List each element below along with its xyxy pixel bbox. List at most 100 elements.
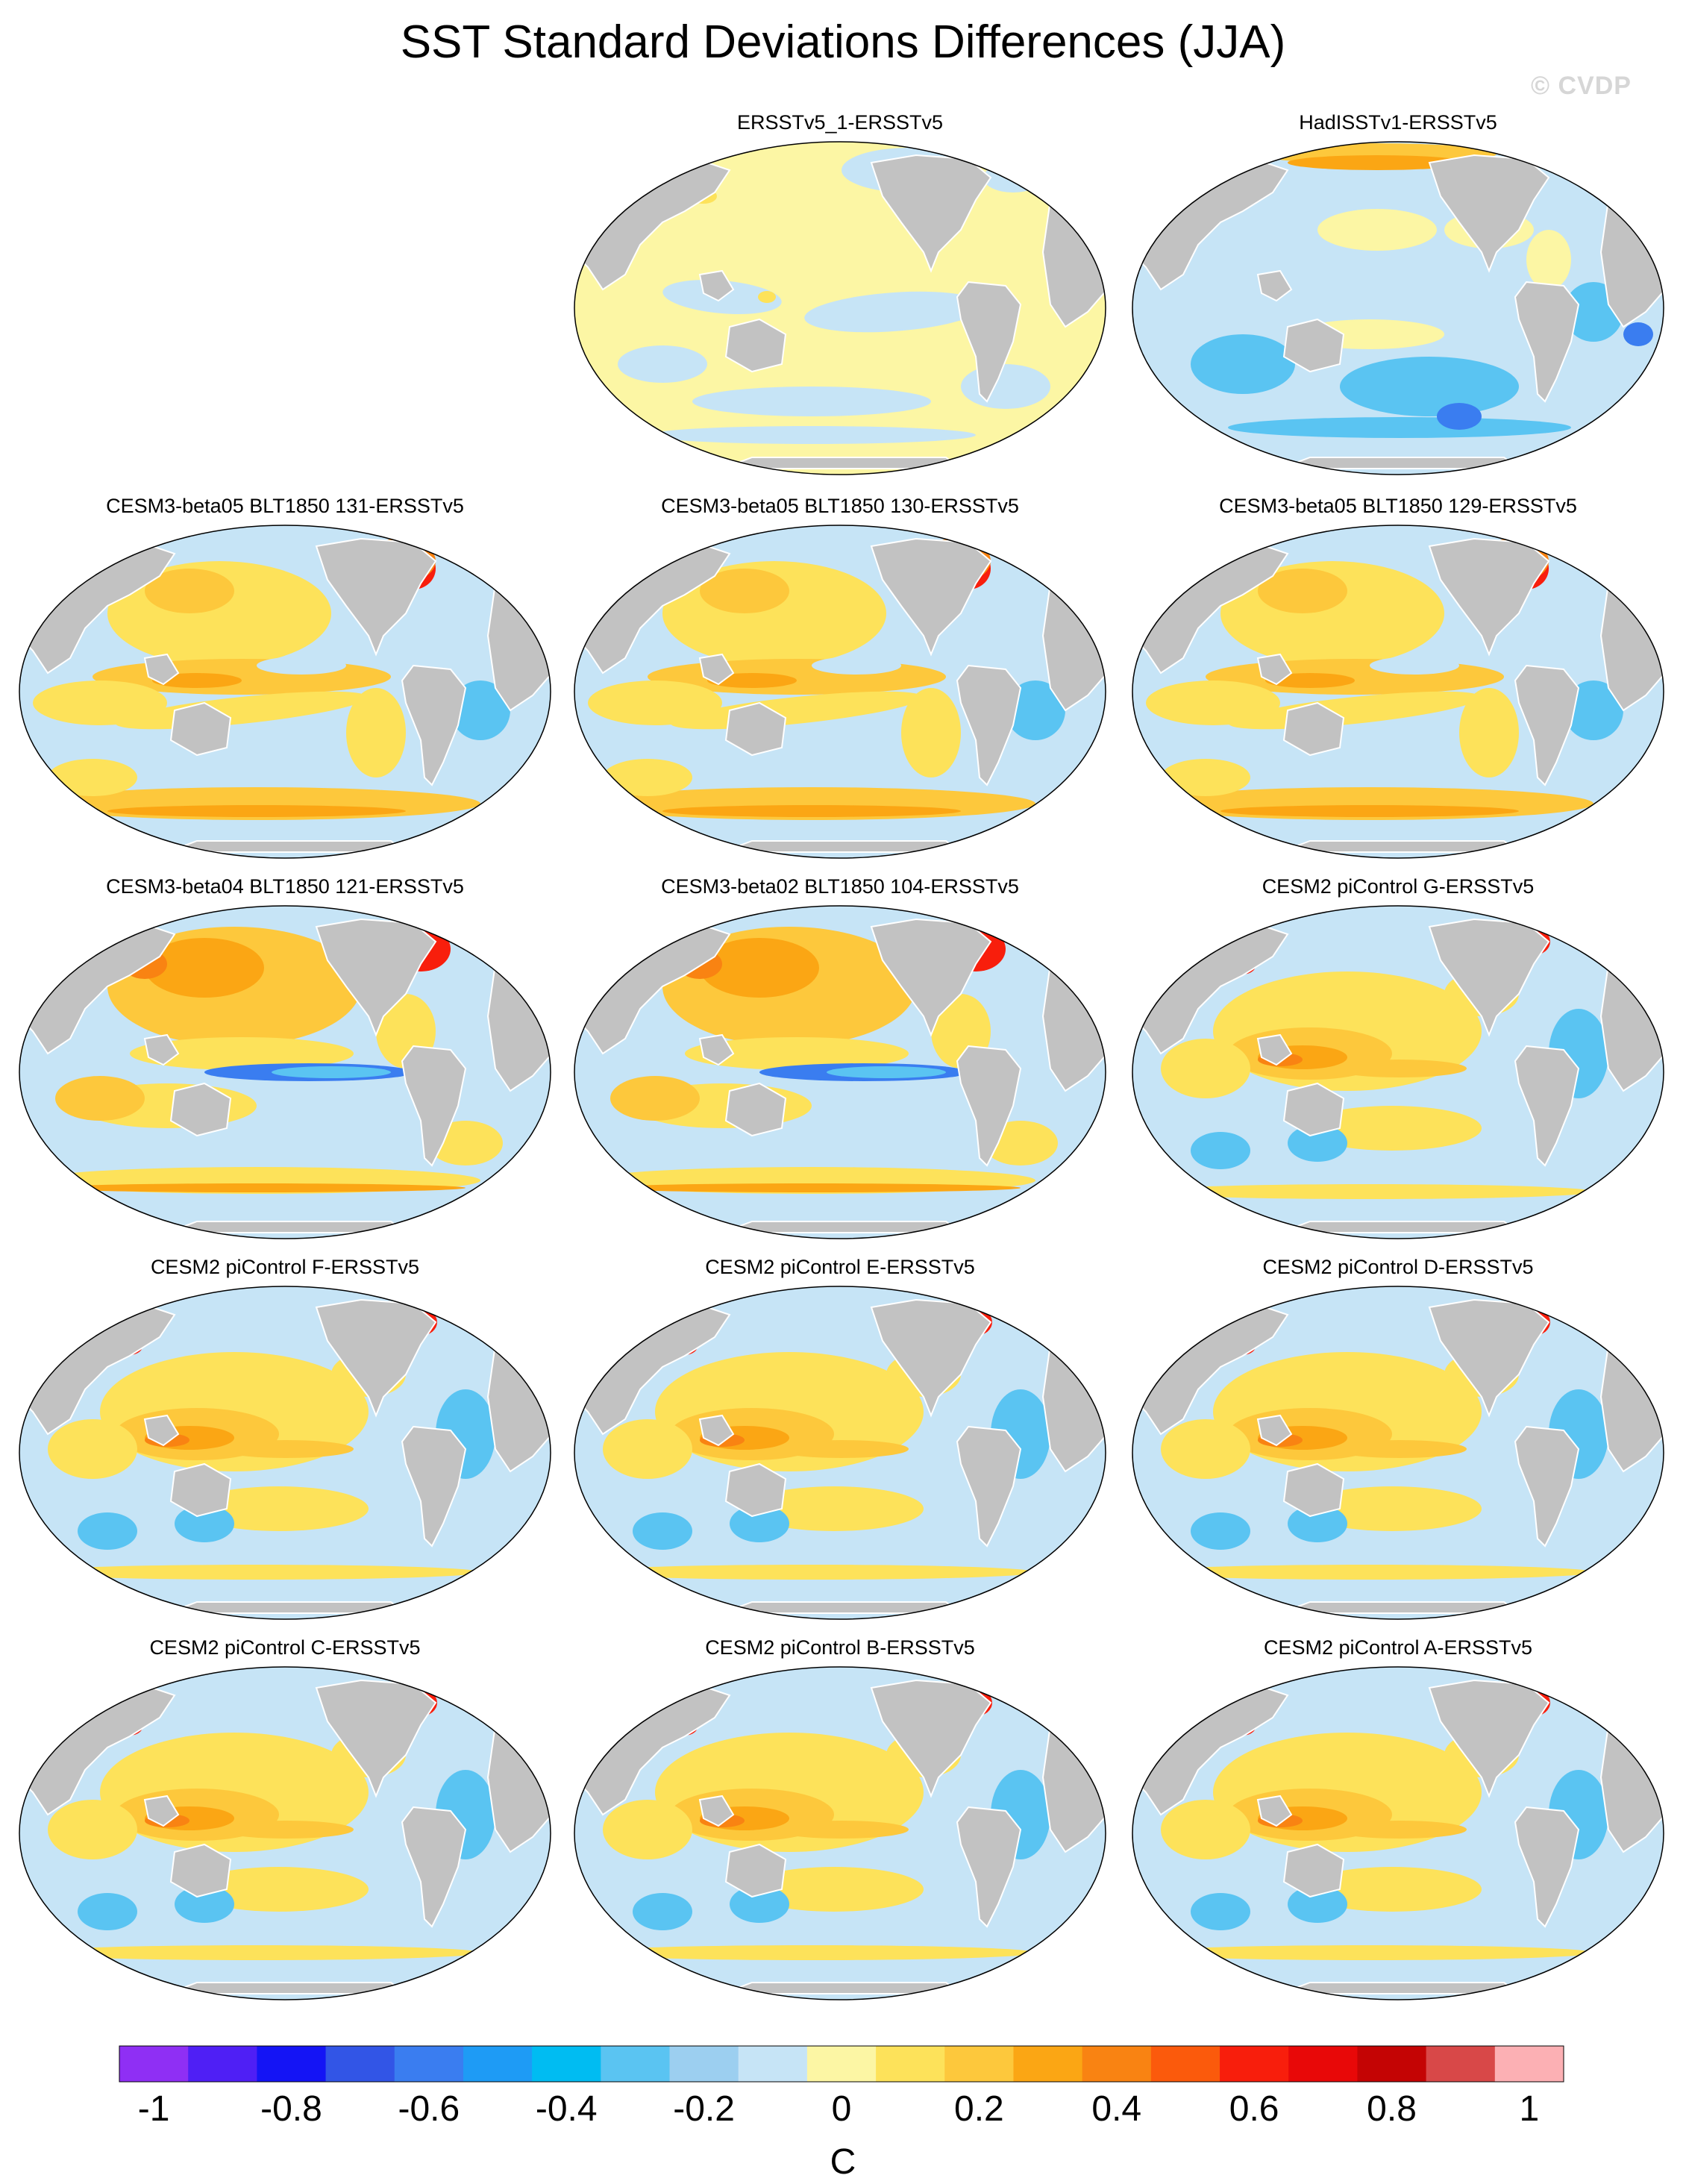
sst-anomaly-region xyxy=(145,938,264,998)
map-border xyxy=(1132,525,1664,859)
sst-anomaly-region xyxy=(189,1867,369,1912)
colorbar-units-label: C xyxy=(830,2142,856,2182)
colorbar-swatch xyxy=(1150,2046,1220,2082)
sst-anomaly-region xyxy=(1161,1419,1250,1479)
sst-anomaly-region xyxy=(692,387,931,416)
sst-anomaly-region xyxy=(603,1419,692,1479)
sst-anomaly-region xyxy=(648,426,976,444)
panel-title: CESM2 piControl D-ERSSTv5 xyxy=(1262,1256,1534,1278)
colorbar: -1 -0.8 -0.6 -0.4 -0.2 0 0.2 0.4 0.6 0.8 1 xyxy=(119,2045,1564,2129)
sst-anomaly-region xyxy=(1288,1505,1347,1542)
sst-anomaly-region xyxy=(603,759,692,796)
sst-anomaly-region xyxy=(48,1800,137,1859)
map-panel: CESM2 piControl E-ERSSTv5 xyxy=(564,1255,1116,1628)
land-mass xyxy=(956,1806,1022,1928)
land-mass xyxy=(401,664,467,786)
sst-anomaly-region xyxy=(219,1440,354,1458)
panel-title: CESM2 piControl E-ERSSTv5 xyxy=(705,1256,975,1278)
land-mass xyxy=(1279,1982,1521,1994)
sst-anomaly-region xyxy=(1191,1512,1250,1550)
map-panel: HadISSTv1-ERSSTv5 xyxy=(1122,110,1674,484)
sst-anomaly-region xyxy=(1332,1440,1467,1458)
sst-anomaly-region xyxy=(175,1886,234,1923)
land-mass xyxy=(166,1601,408,1614)
sst-anomaly-region xyxy=(700,938,819,998)
sst-anomaly-region xyxy=(1623,322,1653,346)
colorbar-swatch xyxy=(944,2046,1014,2082)
panel-title: CESM2 piControl G-ERSSTv5 xyxy=(1262,875,1535,898)
sst-anomaly-region xyxy=(1437,403,1482,430)
sst-anomaly-region xyxy=(1191,334,1295,394)
sst-anomaly-region xyxy=(55,1076,145,1121)
land-mass xyxy=(698,269,735,302)
map-panel: CESM3-beta04 BLT1850 121-ERSSTv5 xyxy=(9,874,561,1248)
sst-anomaly-region xyxy=(827,1066,946,1078)
world-map xyxy=(1132,1666,1664,2000)
sst-anomaly-region xyxy=(774,1440,909,1458)
land-mass xyxy=(698,1795,735,1827)
colorbar-swatch xyxy=(463,2046,533,2082)
colorbar-swatch xyxy=(806,2046,877,2082)
map-border xyxy=(574,141,1106,475)
sst-anomaly-region xyxy=(1288,1886,1347,1923)
sst-anomaly-region xyxy=(145,569,234,613)
sst-anomaly-region xyxy=(588,1565,1035,1580)
colorbar-swatch xyxy=(325,2046,395,2082)
colorbar-tick-label: 0.6 xyxy=(1229,2089,1279,2129)
sst-anomaly-region xyxy=(1006,680,1065,740)
land-mass xyxy=(143,1033,180,1066)
sst-anomaly-region xyxy=(633,1893,692,1930)
colorbar-tick-label: -0.4 xyxy=(536,2089,598,2129)
map-panel: CESM2 piControl D-ERSSTv5 xyxy=(1122,1255,1674,1628)
sst-anomaly-region xyxy=(1146,1184,1593,1199)
map-panel: CESM3-beta05 BLT1850 131-ERSSTv5 xyxy=(9,494,561,867)
colorbar-swatch xyxy=(1220,2046,1289,2082)
land-mass xyxy=(401,1045,467,1167)
map-border xyxy=(19,1286,551,1620)
sst-anomaly-region xyxy=(812,657,901,675)
colorbar-tick-label: -1 xyxy=(138,2089,170,2129)
sst-anomaly-region xyxy=(1228,417,1571,438)
colorbar-swatch xyxy=(669,2046,739,2082)
land-mass xyxy=(166,1982,408,1994)
sst-anomaly-region xyxy=(745,1867,924,1912)
land-mass xyxy=(401,1425,467,1548)
sst-anomaly-region xyxy=(1191,1132,1250,1169)
colorbar-swatch xyxy=(532,2046,601,2082)
colorbar-swatch xyxy=(1082,2046,1152,2082)
land-mass xyxy=(1256,1033,1293,1066)
colorbar-swatch xyxy=(257,2046,327,2082)
sst-anomaly-region xyxy=(685,1037,909,1070)
sst-anomaly-region xyxy=(451,680,510,740)
sst-anomaly-region xyxy=(1288,155,1467,170)
land-mass xyxy=(724,701,787,757)
sst-anomaly-region xyxy=(1370,657,1459,675)
map-border xyxy=(574,1666,1106,2000)
land-mass xyxy=(698,1414,735,1447)
sst-anomaly-region xyxy=(1564,680,1623,740)
land-mass xyxy=(1256,1795,1293,1827)
colorbar-tick-label: -0.6 xyxy=(398,2089,460,2129)
land-mass xyxy=(1256,269,1293,302)
land-mass xyxy=(1282,1462,1345,1518)
land-mass xyxy=(1282,318,1345,373)
sst-anomaly-region xyxy=(1303,1106,1482,1151)
colorbar-swatch xyxy=(876,2046,945,2082)
colorbar-tick-label: 0.2 xyxy=(954,2089,1004,2129)
world-map xyxy=(574,141,1106,475)
world-map xyxy=(1132,525,1664,859)
sst-anomaly-region xyxy=(1288,1124,1347,1162)
sst-anomaly-region xyxy=(1161,1039,1250,1098)
map-border xyxy=(574,905,1106,1239)
land-mass xyxy=(143,653,180,686)
sst-anomaly-region xyxy=(1526,230,1571,290)
map-border xyxy=(574,1286,1106,1620)
land-mass xyxy=(721,457,963,469)
panel-title: CESM3-beta05 BLT1850 129-ERSSTv5 xyxy=(1219,495,1577,517)
sst-anomaly-region xyxy=(804,291,983,333)
land-mass xyxy=(1279,1221,1521,1233)
land-mass xyxy=(169,701,232,757)
sst-anomaly-region xyxy=(745,1486,924,1531)
world-map xyxy=(19,1286,551,1620)
sst-anomaly-region xyxy=(189,1486,369,1531)
